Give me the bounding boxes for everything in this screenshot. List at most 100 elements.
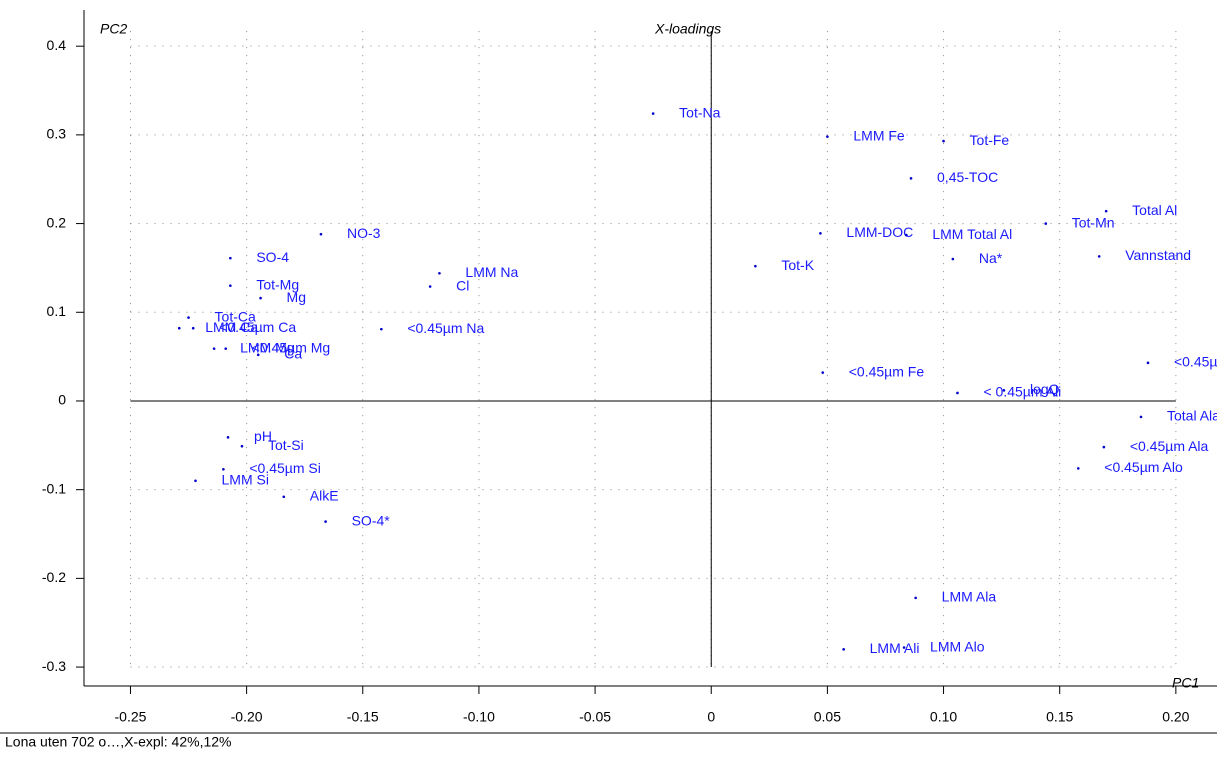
point <box>191 326 195 330</box>
point <box>942 139 945 143</box>
point-label: LMM Ca <box>205 319 258 335</box>
y-tick-label: -0.3 <box>42 658 66 674</box>
point-label: LMM Fe <box>853 127 905 143</box>
point <box>914 596 917 600</box>
footer: Lona uten 702 o…,X-expl: 42%,12% <box>5 734 232 750</box>
point <box>212 347 216 350</box>
point <box>1104 209 1108 213</box>
point <box>951 257 955 261</box>
point-label: <0.45µm Na <box>407 320 484 336</box>
x-tick-label: -0.15 <box>347 709 379 725</box>
point <box>956 391 959 395</box>
point <box>226 436 230 439</box>
point <box>194 479 197 483</box>
point <box>651 112 655 115</box>
point <box>842 648 845 651</box>
x-tick-label: 0.10 <box>930 709 957 725</box>
point <box>438 271 441 275</box>
point-label: <0.45µm Alo <box>1104 459 1183 475</box>
point-label: 0,45-TOC <box>937 169 998 185</box>
x-axis-title: PC1 <box>1172 675 1199 691</box>
point <box>909 177 913 180</box>
point <box>821 371 825 374</box>
point-label: pH <box>254 428 272 444</box>
x-tick-label: 0 <box>707 709 715 725</box>
y-tick-label: 0.3 <box>47 126 67 142</box>
point <box>1097 255 1101 258</box>
point-label: LMM Alo <box>930 638 985 654</box>
point-label: Tot-Mg <box>256 276 299 292</box>
point-label: logQ <box>1030 381 1060 397</box>
x-tick-label: 0.05 <box>814 709 841 725</box>
point <box>240 444 244 448</box>
y-tick-label: 0.1 <box>47 303 67 319</box>
point-label: SO-4* <box>352 512 391 528</box>
point-label: Na* <box>979 250 1003 266</box>
point <box>1139 415 1143 419</box>
point-label: Cl <box>456 277 469 293</box>
point-label: < 0.45µm Ali <box>983 384 1061 400</box>
point-label: NO-3 <box>347 225 381 241</box>
point-label: LMM Si <box>222 471 269 487</box>
point <box>826 135 829 138</box>
point <box>229 256 232 260</box>
point-label: LMM Na <box>465 264 518 280</box>
y-tick-label: 0.2 <box>47 214 67 230</box>
point-label: Tot-K <box>781 257 814 273</box>
x-tick-label: -0.10 <box>463 709 495 725</box>
point <box>754 264 757 268</box>
point-label: LMM Mg <box>240 339 294 355</box>
point-label: Total Ala <box>1167 408 1217 424</box>
point <box>819 232 822 235</box>
point <box>1044 222 1048 225</box>
point <box>1002 389 1006 392</box>
point <box>222 467 225 471</box>
point-label: AlkE <box>310 487 339 503</box>
point-label: <0.45µm Mg <box>252 339 331 355</box>
y-tick-label: -0.2 <box>42 569 66 585</box>
y-tick-label: -0.1 <box>42 480 66 496</box>
point <box>259 296 262 300</box>
x-tick-label: -0.05 <box>579 709 611 725</box>
point <box>380 327 383 331</box>
point <box>1076 467 1080 470</box>
point <box>428 285 432 288</box>
point <box>177 326 181 330</box>
point-label: Tot-Ca <box>215 308 256 324</box>
point-label: SO-4 <box>256 249 289 265</box>
x-tick-label: -0.25 <box>115 709 147 725</box>
point-label: Tot-Na <box>679 104 720 120</box>
point <box>324 520 327 523</box>
point <box>256 353 260 357</box>
y-tick-label: 0 <box>58 392 66 408</box>
point-label: Tot-Mn <box>1072 214 1115 230</box>
y-tick-label: 0.4 <box>47 37 67 53</box>
point <box>1146 361 1150 365</box>
point-label: Vannstand <box>1125 247 1191 263</box>
point-label: <0.45µm Fe <box>849 363 925 379</box>
point-label: <0.45µm Si <box>249 460 320 476</box>
point <box>229 284 232 287</box>
point-label: LMM Total Al <box>932 226 1012 242</box>
point-label: LMM Ali <box>870 640 920 656</box>
chart-title: X-loadings <box>654 21 721 37</box>
point-label: LMM Ala <box>942 589 997 605</box>
x-tick-label: 0.15 <box>1046 709 1073 725</box>
point <box>905 233 908 237</box>
point-label: <0.45µm TOT Al <box>1174 354 1217 370</box>
x-tick-label: -0.20 <box>231 709 263 725</box>
point-label: Total Al <box>1132 202 1177 218</box>
point-label: <0.45µm Ca <box>219 319 296 335</box>
point-label: Ca <box>284 346 302 362</box>
point <box>1102 445 1106 449</box>
y-axis-title: PC2 <box>100 21 127 37</box>
point-label: Mg <box>287 289 306 305</box>
point-label: Tot-Si <box>268 437 304 453</box>
point <box>282 495 286 499</box>
x-tick-label: 0.20 <box>1162 709 1189 725</box>
point-label: <0.45µm Ala <box>1130 438 1209 454</box>
point <box>224 347 228 350</box>
point <box>187 316 190 319</box>
point-label: LMM-DOC <box>846 224 913 240</box>
